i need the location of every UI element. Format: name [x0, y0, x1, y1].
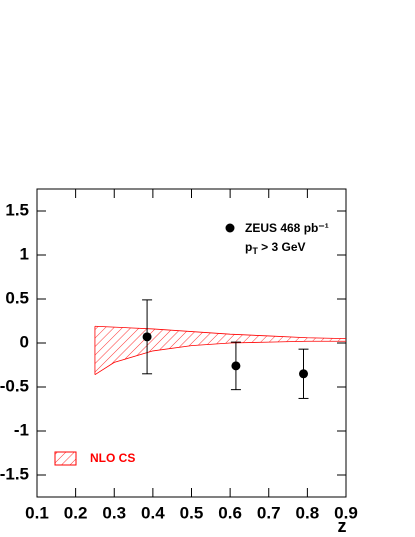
x-tick-label: 0.8 [296, 503, 320, 522]
annotation-part: T [252, 246, 258, 256]
x-tick-label: 0.5 [180, 503, 204, 522]
x-tick-label: 0.3 [102, 503, 126, 522]
y-tick-label: 1.5 [5, 200, 29, 219]
legend-label: ZEUS 468 pb⁻¹ [245, 221, 329, 235]
legend-swatch [54, 451, 77, 466]
annotation-part: p [245, 240, 252, 254]
annotation-part: > 3 GeV [258, 240, 306, 254]
x-tick-label: 0.6 [218, 503, 242, 522]
x-axis-label: z [338, 516, 347, 536]
band-fill [94, 326, 346, 375]
y-tick-label: 0 [20, 332, 29, 351]
band-edge [94, 340, 346, 376]
y-tick-label: -0.5 [0, 376, 29, 395]
x-tick-label: 0.4 [141, 503, 165, 522]
legend-label: NLO CS [90, 451, 135, 465]
data-point [231, 361, 241, 371]
x-tick-label: 0.7 [257, 503, 281, 522]
y-tick-label: -1 [14, 420, 29, 439]
band-edge [94, 325, 347, 339]
x-tick-label: 0.1 [25, 503, 49, 522]
y-tick-label: -1.5 [0, 464, 29, 483]
x-tick-label: 0.9 [334, 503, 358, 522]
data-point [142, 332, 152, 342]
legend-marker [225, 223, 235, 233]
y-tick-label: 0.5 [5, 288, 29, 307]
annotation: pT > 3 GeV [245, 240, 306, 256]
data-point [299, 369, 309, 379]
y-tick-label: 1 [20, 244, 29, 263]
x-tick-label: 0.2 [64, 503, 88, 522]
